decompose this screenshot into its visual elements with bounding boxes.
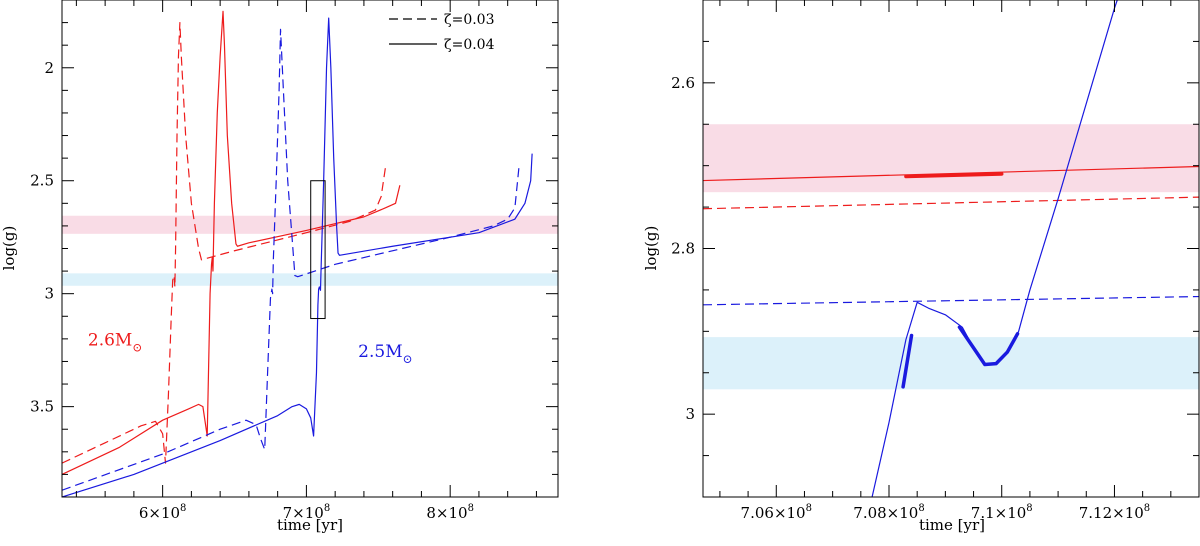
left-band-0 (62, 215, 558, 234)
zoom-region-box (310, 180, 326, 320)
right-band-1 (703, 337, 1199, 390)
left-panel: 6×108 7×108 8×108 2 2.5 3 3.5 ζ=0.03 ζ=0.04 2.6… (0, 0, 559, 534)
left-y-axis-label: log(g) (0, 226, 18, 271)
mass-label-1: 2.5M⊙ (358, 342, 413, 366)
left-y-tick-label: 3 (44, 285, 54, 303)
right-highlight-1 (901, 333, 914, 389)
right-y-axis-label: log(g) (642, 226, 660, 271)
left-x-tick-label: 7×108 (283, 503, 331, 522)
left-series-0-line (62, 21, 387, 464)
legend-label-dashed: ζ=0.03 (444, 12, 495, 28)
left-x-tick-label: 8×108 (426, 503, 474, 522)
right-highlight-0 (904, 172, 1004, 179)
right-x-axis-label: time [yr] (919, 516, 985, 534)
mass-label-0: 2.6M⊙ (88, 331, 143, 355)
right-x-tick-label: 7.08×108 (853, 503, 924, 522)
right-y-tick-label: 2.6 (671, 74, 695, 92)
right-series-1-line (703, 196, 1200, 210)
legend-label-solid: ζ=0.04 (444, 37, 495, 53)
left-series-3-line (62, 17, 533, 497)
right-panel: 7.06×108 7.08×108 7.1×108 7.12×108 2.6 2.8 3 t… (642, 0, 1200, 534)
left-y-tick-label: 2 (44, 59, 54, 77)
right-plot-frame (702, 0, 1200, 498)
left-band-1 (62, 273, 558, 286)
right-highlight-2 (957, 325, 1020, 367)
right-series-2-line (703, 295, 1200, 306)
right-series-3-line (871, 0, 1118, 497)
right-y-tick-label: 3 (685, 405, 695, 423)
left-y-tick-label: 2.5 (30, 172, 54, 190)
left-series-2-line (62, 28, 520, 491)
right-y-tick-label: 2.8 (671, 240, 695, 258)
left-series-1-line (62, 10, 401, 475)
left-plot-frame (61, 0, 559, 498)
right-x-tick-label: 7.06×108 (741, 503, 812, 522)
right-x-tick-label: 7.1×108 (971, 503, 1033, 522)
right-band-0 (703, 124, 1199, 193)
legend: ζ=0.03 ζ=0.04 (389, 12, 495, 53)
left-y-tick-label: 3.5 (30, 398, 54, 416)
right-x-tick-label: 7.12×108 (1079, 503, 1150, 522)
left-x-tick-label: 6×108 (139, 503, 187, 522)
left-x-axis-label: time [yr] (277, 516, 343, 534)
